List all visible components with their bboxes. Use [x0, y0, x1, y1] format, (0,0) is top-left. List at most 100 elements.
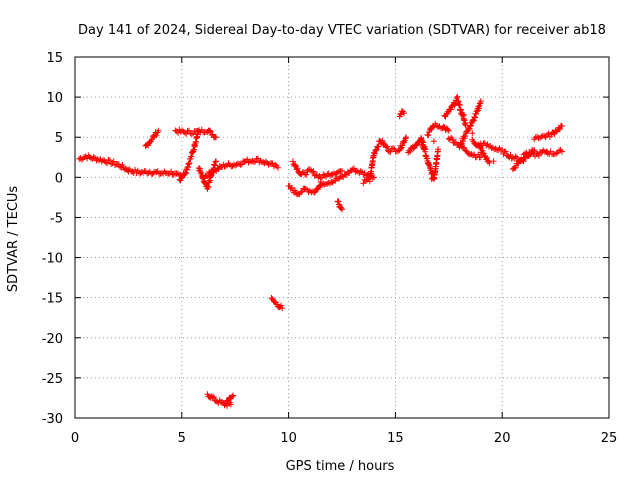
data-point: [268, 294, 275, 301]
data-point: [221, 163, 228, 170]
data-point: [318, 182, 325, 189]
data-point: [375, 143, 382, 150]
data-point: [471, 114, 478, 121]
data-point: [150, 169, 157, 176]
data-point: [535, 152, 542, 159]
data-point: [458, 141, 465, 148]
data-point: [428, 175, 435, 182]
data-point: [274, 164, 281, 171]
y-tick-label: -25: [42, 372, 63, 387]
data-point: [461, 135, 468, 142]
data-point: [371, 174, 378, 181]
data-point: [462, 132, 469, 139]
data-point: [309, 169, 316, 176]
data-point: [399, 142, 406, 149]
data-point: [334, 175, 341, 182]
data-point: [110, 158, 117, 165]
data-point: [545, 130, 552, 137]
x-tick-label: 15: [387, 431, 404, 446]
data-point: [513, 154, 520, 161]
data-point: [541, 133, 548, 140]
data-point: [419, 139, 426, 146]
y-tick-label: -15: [42, 292, 63, 307]
data-point: [279, 305, 286, 312]
data-point: [435, 146, 442, 153]
data-point: [452, 100, 459, 107]
data-point: [138, 168, 145, 175]
data-point: [161, 168, 168, 175]
data-point: [469, 130, 476, 137]
data-point: [486, 159, 493, 166]
data-point: [453, 94, 460, 101]
data-point: [379, 137, 386, 144]
data-point: [294, 165, 301, 172]
data-point: [366, 178, 373, 185]
data-point: [155, 127, 162, 134]
data-point: [269, 160, 276, 167]
data-point: [449, 136, 456, 143]
data-point: [302, 185, 309, 192]
data-point: [183, 130, 190, 137]
data-point: [164, 170, 171, 177]
data-point: [195, 127, 202, 134]
data-point: [145, 169, 152, 176]
data-point: [496, 145, 503, 152]
data-point: [297, 189, 304, 196]
data-point: [326, 180, 333, 187]
data-point: [556, 147, 563, 154]
data-point: [470, 117, 477, 124]
x-tick-label: 0: [71, 431, 79, 446]
data-point: [326, 172, 333, 179]
y-tick-label: -10: [42, 252, 63, 267]
y-tick-label: 15: [46, 51, 63, 66]
y-tick-label: 5: [55, 131, 63, 146]
data-point: [170, 171, 177, 178]
data-point: [292, 187, 299, 194]
data-point: [460, 111, 467, 118]
x-tick-label: 10: [280, 431, 297, 446]
data-point: [207, 128, 214, 135]
data-point: [387, 148, 394, 155]
data-point: [371, 150, 378, 157]
data-point: [249, 157, 256, 164]
data-point: [175, 129, 182, 136]
data-point: [559, 122, 566, 129]
plot-border: [74, 56, 610, 419]
data-point: [473, 110, 480, 117]
data-point: [321, 172, 328, 179]
data-point: [229, 163, 236, 170]
data-point: [400, 138, 407, 145]
data-point: [403, 134, 410, 141]
data-point: [381, 140, 388, 147]
data-point: [512, 164, 519, 171]
data-point: [322, 173, 329, 180]
data-point: [176, 171, 183, 178]
data-point: [402, 135, 409, 142]
data-point: [521, 150, 528, 157]
data-point: [260, 159, 267, 166]
data-point: [106, 157, 113, 164]
data-point: [389, 145, 396, 152]
data-point: [425, 132, 432, 139]
data-point: [477, 154, 484, 161]
data-point: [465, 126, 472, 133]
data-point: [480, 150, 487, 157]
data-point: [228, 393, 235, 400]
data-point: [544, 148, 551, 155]
data-point: [445, 127, 452, 134]
data-point: [383, 144, 390, 151]
data-point: [413, 142, 420, 149]
data-point: [219, 399, 226, 406]
data-point: [188, 130, 195, 137]
data-point: [292, 162, 299, 169]
data-point: [98, 158, 105, 165]
y-axis-title: SDTVAR / TECUs: [6, 186, 21, 293]
data-point: [339, 206, 345, 213]
chart-title: Day 141 of 2024, Sidereal Day-to-day VTE…: [78, 23, 606, 38]
data-point: [372, 147, 379, 154]
data-point: [212, 158, 219, 165]
data-point: [81, 154, 88, 161]
data-point: [338, 205, 345, 212]
data-point: [477, 98, 484, 105]
